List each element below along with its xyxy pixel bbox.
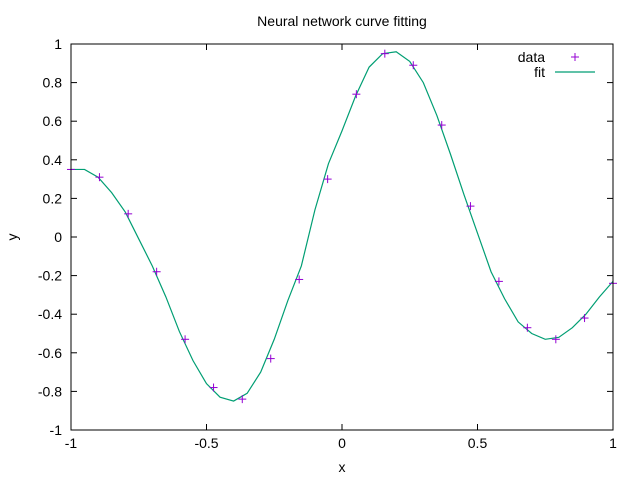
legend-label: fit (534, 64, 545, 80)
y-tick-label: 0 (54, 229, 62, 245)
data-point (152, 267, 161, 276)
data-point (124, 209, 133, 218)
data-point (437, 121, 446, 130)
y-tick-label: 0.6 (43, 113, 63, 129)
y-tick-label: -0.2 (38, 268, 62, 284)
y-axis-label: y (4, 234, 20, 241)
y-tick-label: 0.4 (43, 152, 63, 168)
axis-ticks: -1 -0.5 0 0.5 1 -1 -0.8 -0.6 -0.4 -0.2 0 0.2 0.4 0.6 0… (38, 36, 617, 451)
data-point (181, 335, 190, 344)
data-point (494, 277, 503, 286)
data-point (580, 314, 589, 323)
data-point (209, 383, 218, 392)
x-tick-label: 1 (609, 435, 617, 451)
plot-frame (70, 43, 614, 431)
plot-area (67, 49, 617, 404)
x-axis-label: x (339, 459, 346, 475)
data-point (523, 323, 532, 332)
data-point (409, 61, 418, 70)
data-point (95, 173, 104, 182)
data-point (551, 335, 560, 344)
data-point (323, 175, 332, 184)
y-tick-label: 0.8 (43, 75, 63, 91)
y-tick-label: 0.2 (43, 190, 63, 206)
x-tick-label: -1 (65, 435, 78, 451)
chart-title: Neural network curve fitting (257, 13, 427, 29)
y-tick-label: -1 (50, 422, 63, 438)
data-point (380, 49, 389, 58)
data-point (466, 202, 475, 211)
x-tick-label: 0 (338, 435, 346, 451)
x-tick-label: -0.5 (194, 435, 218, 451)
y-tick-label: -0.6 (38, 345, 62, 361)
legend-label: data (518, 49, 545, 65)
y-tick-label: -0.4 (38, 306, 62, 322)
y-tick-label: -0.8 (38, 383, 62, 399)
data-point (266, 354, 275, 363)
legend-swatch-data (571, 53, 579, 61)
data-point (238, 395, 247, 404)
fit-line (71, 51, 614, 402)
y-tick-label: 1 (54, 36, 62, 52)
data-point (295, 275, 304, 284)
data-point (352, 90, 361, 99)
x-tick-label: 0.5 (468, 435, 488, 451)
